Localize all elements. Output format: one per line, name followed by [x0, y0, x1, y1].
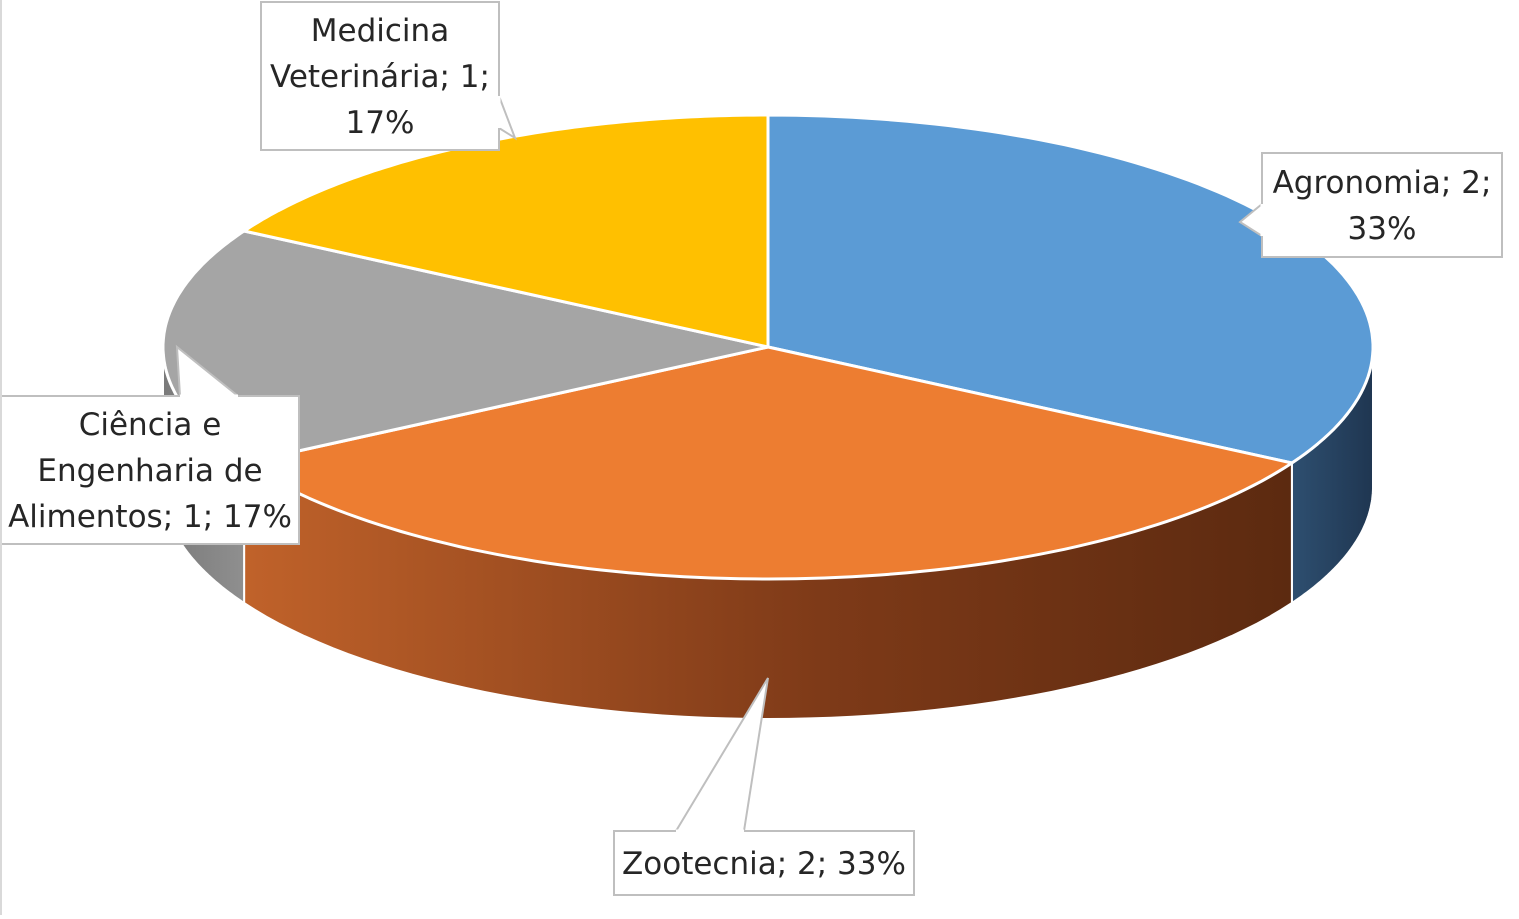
left-border	[0, 0, 2, 915]
pie-slice-zootecnia	[242, 345, 1294, 581]
data-label-pointer	[675, 677, 769, 832]
data-label-zootecnia: Zootecnia; 2; 33%	[613, 677, 915, 896]
data-label-text: Veterinária; 1;	[270, 59, 490, 95]
data-label-text: 33%	[1348, 211, 1417, 247]
data-label-text: Ciência e	[79, 407, 222, 443]
data-labels: Agronomia; 2; 33% Zootecnia; 2; 33% Ciência…	[0, 1, 1503, 896]
data-label-agronomia: Agronomia; 2; 33%	[1238, 152, 1503, 258]
data-label-box	[1261, 152, 1503, 258]
data-label-box	[0, 395, 300, 545]
data-label-pointer	[498, 95, 517, 141]
data-label-text: Zootecnia; 2; 33%	[622, 846, 906, 882]
data-label-text: Agronomia; 2;	[1273, 165, 1492, 201]
data-label-box	[260, 1, 500, 151]
data-label-ciencia-e-engenharia-de-alimentos: Ciência e Engenharia de Alimentos; 1; 17%	[0, 344, 300, 545]
data-label-pointer	[1238, 203, 1263, 237]
data-label-text: 17%	[346, 105, 415, 141]
data-label-pointer	[175, 344, 239, 397]
data-label-text: Medicina	[311, 13, 449, 49]
data-label-text: Alimentos; 1; 17%	[8, 499, 292, 535]
data-label-text: Engenharia de	[37, 453, 262, 489]
data-label-box	[613, 830, 915, 896]
data-label-medicina-veterinaria: Medicina Veterinária; 1; 17%	[260, 1, 517, 151]
pie-top	[161, 113, 1375, 581]
